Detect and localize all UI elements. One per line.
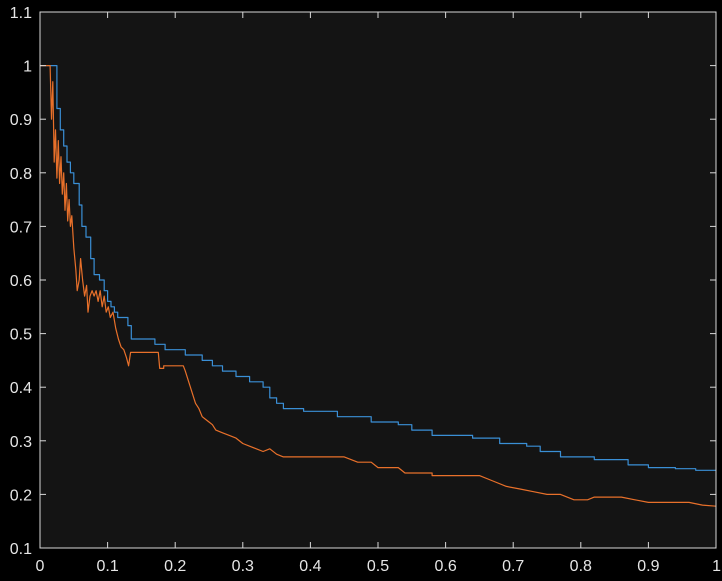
x-tick-label: 0.4 (299, 558, 321, 575)
y-axis: 0.1 0.2 0.3 0.4 0.5 0.6 0.7 0.8 0.9 1 1.1 (10, 5, 716, 558)
y-tick-label: 0.8 (10, 166, 32, 183)
y-tick-label: 1.1 (10, 5, 32, 22)
x-axis: 0 0.1 0.2 0.3 0.4 0.5 0.6 0.7 0.8 0.9 1 (36, 12, 721, 575)
y-tick-label: 1 (23, 59, 32, 76)
x-tick-label: 0.7 (502, 558, 524, 575)
y-tick-label: 0.5 (10, 327, 32, 344)
x-tick-label: 0.8 (570, 558, 592, 575)
y-tick-label: 0.1 (10, 541, 32, 558)
series-line-2 (40, 64, 717, 507)
x-tick-label: 0.2 (164, 558, 186, 575)
x-tick-label: 0.5 (367, 558, 389, 575)
y-tick-label: 0.7 (10, 219, 32, 236)
series-line-1 (40, 64, 716, 471)
x-tick-label: 0 (36, 558, 45, 575)
y-tick-label: 0.2 (10, 487, 32, 504)
plot-area (40, 12, 716, 548)
y-tick-label: 0.3 (10, 434, 32, 451)
x-tick-label: 0.6 (434, 558, 456, 575)
x-tick-label: 0.1 (96, 558, 118, 575)
y-tick-label: 0.9 (10, 112, 32, 129)
x-tick-label: 0.3 (232, 558, 254, 575)
x-tick-label: 0.9 (637, 558, 659, 575)
series-layer (40, 64, 717, 507)
y-tick-label: 0.4 (10, 380, 32, 397)
x-tick-label: 1 (712, 558, 721, 575)
y-tick-label: 0.6 (10, 273, 32, 290)
